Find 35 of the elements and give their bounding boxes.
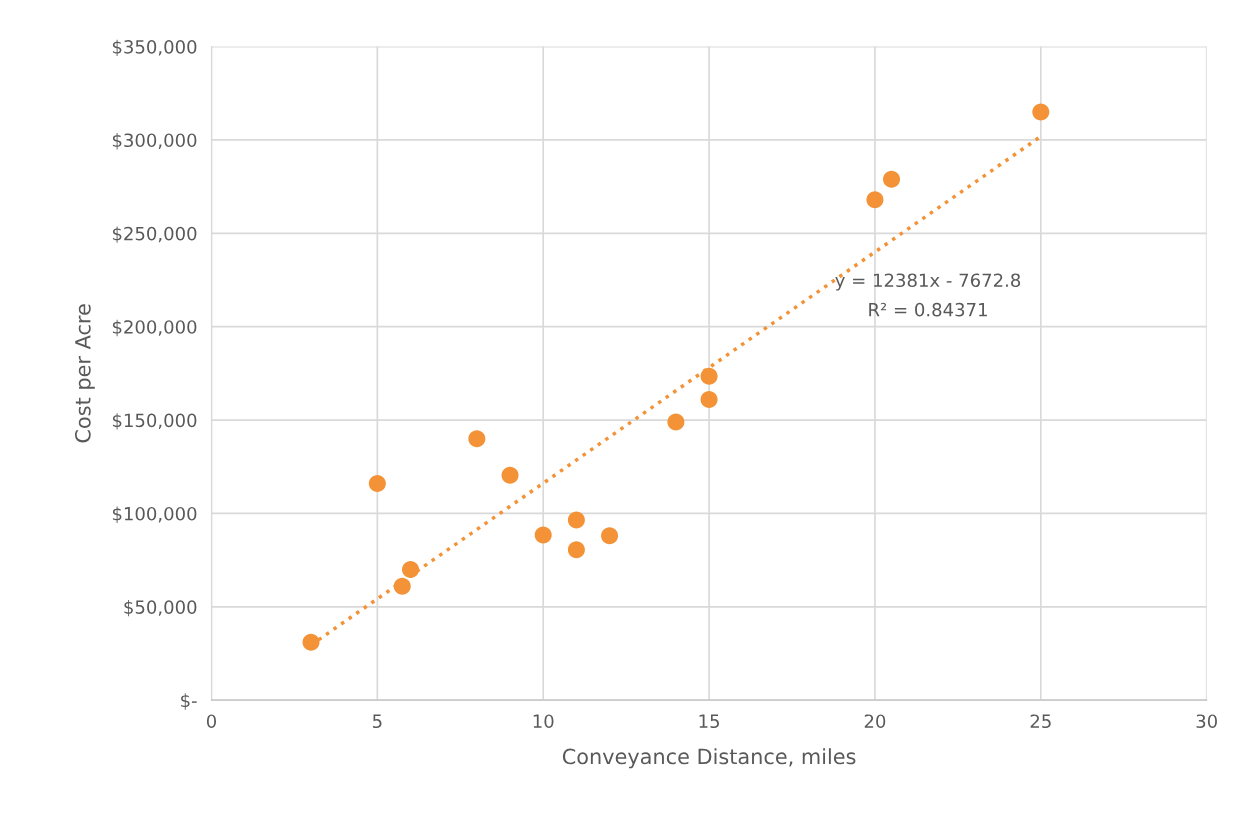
annotation: y = 12381x - 7672.8 [835, 273, 1021, 291]
x-tick-label: 25 [1030, 714, 1051, 729]
point [368, 475, 386, 493]
point [302, 633, 320, 651]
x-tick-label: 20 [864, 714, 886, 729]
point [700, 367, 718, 385]
y-tick-label: $- [181, 693, 197, 710]
x-tick-label: 15 [699, 714, 719, 729]
y-tick-label: $200,000 [112, 319, 197, 337]
x-tick-label: 0 [206, 714, 217, 729]
y-axis-title: Cost per Acre [74, 304, 95, 443]
point [393, 577, 411, 595]
point [468, 430, 486, 448]
point [501, 466, 519, 484]
point [402, 560, 420, 578]
point [601, 527, 619, 545]
y-tick-label: $300,000 [112, 133, 197, 150]
y-tick-label: $150,000 [112, 413, 197, 430]
point [567, 541, 585, 559]
point [1032, 103, 1050, 121]
y-tick-label: $250,000 [112, 226, 197, 243]
point [567, 511, 585, 529]
x-tick-label: 30 [1196, 714, 1217, 729]
x-tick-label: 5 [373, 714, 382, 729]
point [866, 191, 884, 209]
x-axis-title: Conveyance Distance, miles [562, 748, 856, 769]
y-tick-label: $100,000 [112, 506, 197, 523]
x-tick-label: 10 [533, 714, 554, 729]
annotation: R² = 0.84371 [869, 302, 987, 317]
y-tick-label: $350,000 [112, 39, 197, 57]
point [667, 413, 685, 431]
point [883, 170, 901, 188]
point [700, 391, 718, 409]
point [534, 526, 552, 544]
y-tick-label: $50,000 [124, 599, 197, 617]
